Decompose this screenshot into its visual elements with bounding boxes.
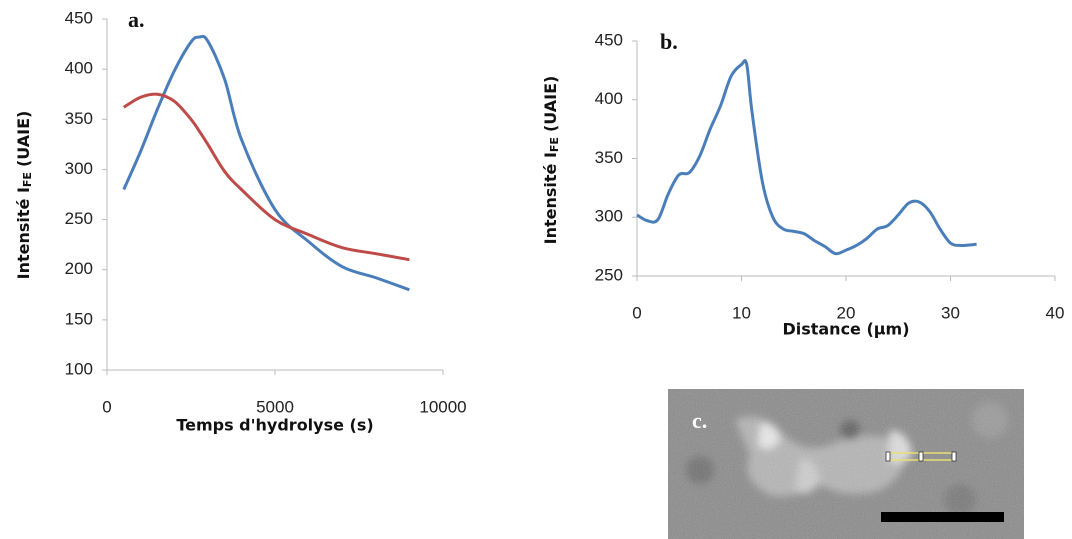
chart: 100 150 200 250 300 350 400 450 0 5000 10000 Temps … [14, 7, 467, 434]
x-tick-label: 20 [837, 303, 856, 322]
image-panel: c. [668, 389, 1024, 539]
y-tick-label: 250 [65, 209, 93, 228]
line [123, 92, 410, 262]
y-tick-label: 100 [65, 359, 93, 378]
x-tick-label: 40 [1046, 303, 1065, 322]
y-tick-label: 300 [65, 159, 93, 178]
line [122, 34, 410, 292]
panel-label: b. [660, 29, 678, 54]
y-tick-label: 350 [595, 148, 623, 167]
panel-label: a. [128, 7, 145, 32]
y-axis-label-part: FE [548, 137, 561, 152]
y-tick-label: 150 [65, 309, 93, 328]
y-tick-label: 450 [595, 30, 623, 49]
y-tick-label: 250 [595, 265, 623, 284]
y-axis-label-part: Intensité I [14, 187, 33, 279]
x-axis-label: Temps d'hydrolyse (s) [176, 416, 373, 435]
y-axis-label-part: FE [21, 172, 34, 187]
panel-label: c. [692, 408, 707, 433]
y-axis-label-part: (UAIE) [541, 76, 560, 132]
x-tick-label: 30 [941, 303, 960, 322]
y-axis-label: Intensité IFE (UAIE) [541, 76, 562, 245]
y-axis-label-part: (UAIE) [14, 111, 33, 167]
y-tick-label: 300 [595, 207, 623, 226]
y-tick-label: 200 [65, 259, 93, 278]
y-axis-label: Intensité IFE (UAIE) [14, 111, 35, 280]
y-tick-label: 400 [595, 89, 623, 108]
x-tick-label: 0 [632, 303, 641, 322]
x-tick-label: 10000 [419, 397, 466, 416]
y-tick-label: 450 [65, 8, 93, 27]
x-tick-label: 5000 [256, 397, 294, 416]
x-tick-label: 0 [102, 397, 111, 416]
chart: 250 300 350 400 450 0 10 20 30 40 Distance (µm) b. I… [541, 29, 1065, 338]
y-tick-label: 350 [65, 109, 93, 128]
line [636, 59, 977, 256]
y-tick-label: 400 [65, 59, 93, 78]
x-axis-label: Distance (µm) [782, 320, 909, 339]
y-axis-label-part: Intensité I [541, 152, 560, 244]
x-tick-label: 10 [732, 303, 751, 322]
